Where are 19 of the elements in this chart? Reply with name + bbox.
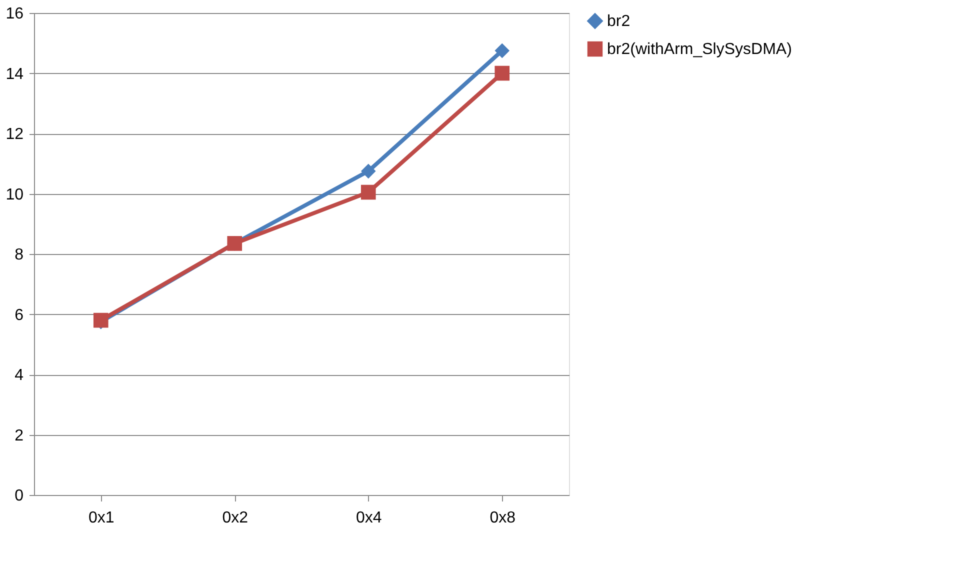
y-tick-label: 2 — [14, 427, 24, 444]
x-tick-label: 0x2 — [222, 510, 248, 526]
y-tick-label: 16 — [6, 6, 24, 22]
y-tick-label: 14 — [6, 66, 24, 83]
y-tick-label: 0 — [14, 488, 24, 504]
x-tick-label: 0x1 — [88, 510, 114, 526]
x-tick-label: 0x8 — [490, 510, 516, 526]
x-tick-label: 0x4 — [356, 510, 382, 526]
y-tick-label: 12 — [6, 126, 24, 143]
point — [494, 66, 510, 81]
legend-label: br2 — [607, 13, 630, 30]
legend-label: br2(withArm_SlySysDMA) — [607, 41, 792, 58]
y-tick-label: 6 — [14, 306, 24, 324]
y-tick-label: 10 — [6, 186, 24, 204]
y-tick-label: 8 — [14, 246, 24, 264]
point — [360, 164, 376, 179]
point — [494, 43, 510, 58]
y-tick-label: 4 — [14, 367, 24, 384]
point — [360, 184, 376, 200]
